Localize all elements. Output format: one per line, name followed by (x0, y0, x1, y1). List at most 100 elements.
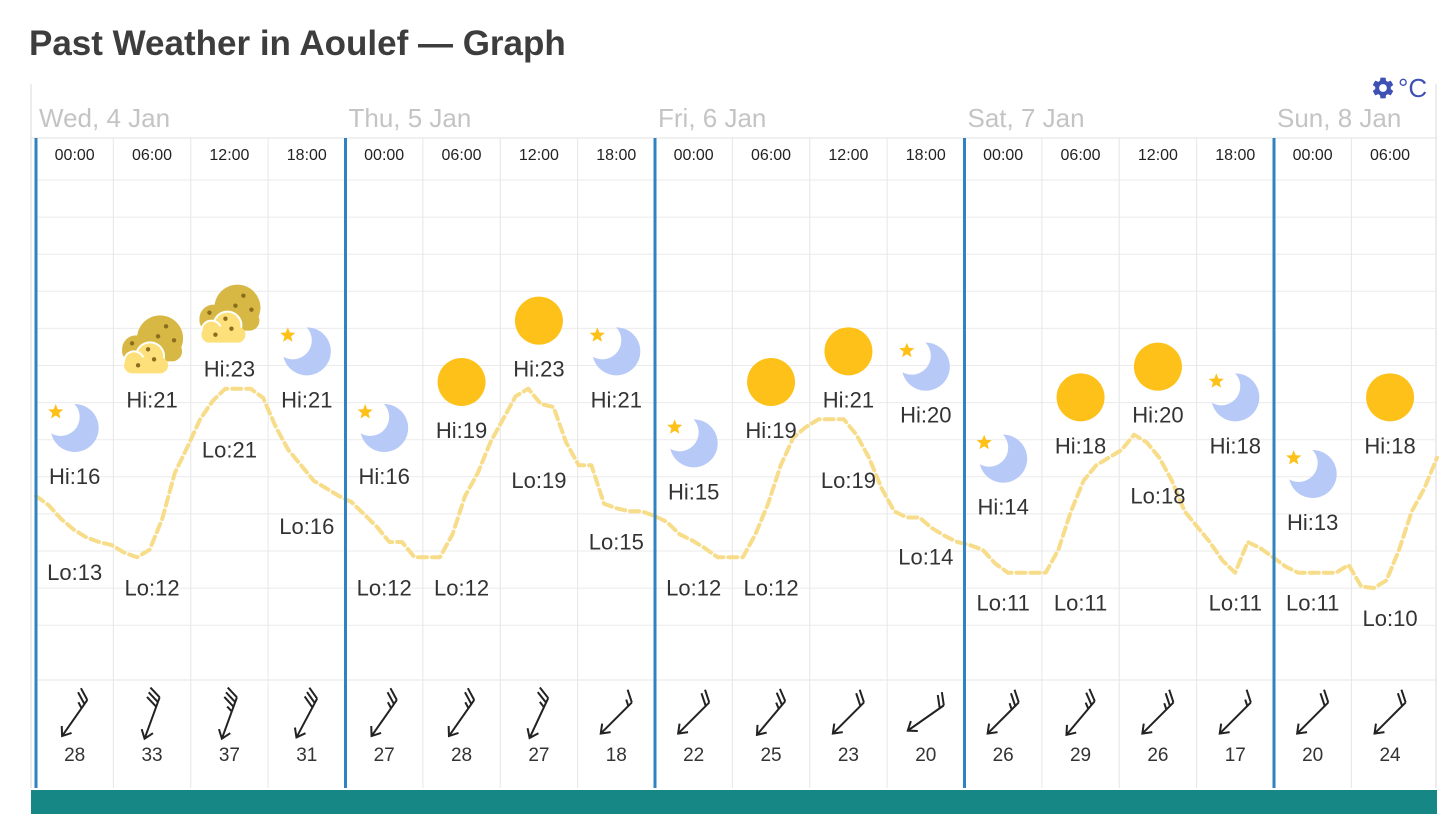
hi-label: Hi:19 (436, 418, 487, 443)
hi-label: Hi:23 (513, 357, 564, 382)
hi-label: Hi:19 (745, 418, 796, 443)
time-label: 12:00 (1138, 147, 1178, 164)
day-label: Wed, 4 Jan (39, 103, 170, 133)
wind-speed-label: 37 (219, 745, 240, 766)
moon-icon (48, 404, 99, 452)
time-label: 06:00 (751, 147, 791, 164)
lo-label: Lo:11 (1054, 591, 1107, 616)
sun-icon (1366, 373, 1415, 422)
wind-barb-icon (755, 688, 787, 737)
wind-barb-icon (676, 689, 711, 735)
wind-barb-icon (986, 689, 1020, 735)
day-separators (34, 138, 1276, 788)
star-icon (1286, 450, 1302, 465)
time-label: 00:00 (674, 147, 714, 164)
hi-label: Hi:16 (359, 464, 410, 489)
hi-label: Hi:21 (281, 387, 332, 412)
time-label: 18:00 (906, 147, 946, 164)
lo-label: Lo:14 (898, 545, 953, 570)
lo-label: Lo:16 (279, 514, 334, 539)
star-icon (589, 327, 605, 342)
lo-label: Lo:12 (666, 575, 721, 600)
moon-icon (357, 404, 409, 452)
wind-barb-icon (370, 687, 398, 738)
wind-speed-label: 28 (64, 745, 85, 766)
hi-label: Hi:14 (978, 495, 1029, 520)
wind-barb-icon (1141, 689, 1175, 735)
day-label: Sat, 7 Jan (968, 103, 1085, 133)
star-icon (667, 419, 683, 434)
hi-label: Hi:20 (900, 403, 951, 428)
lo-label: Lo:11 (1209, 591, 1262, 616)
moon-icon (589, 327, 641, 376)
star-icon (899, 342, 915, 358)
wind-row: 28 33 37 31 27 28 27 18 22 25 23 20 26 29 26 17 20 24 (60, 686, 1407, 766)
hi-label: Hi:16 (49, 464, 100, 489)
time-label: 00:00 (983, 147, 1023, 164)
temperature-curve (34, 386, 1439, 590)
chart-labels: Wed, 4 Jan Thu, 5 Jan Fri, 6 Jan Sat, 7 Jan… (39, 103, 1418, 631)
wind-speed-label: 20 (1302, 745, 1323, 766)
star-icon (48, 404, 64, 419)
sun-icon (824, 327, 873, 376)
cloud-icon (122, 315, 184, 374)
wind-speed-label: 20 (915, 745, 936, 766)
time-label: 00:00 (1293, 147, 1333, 164)
wind-barb-icon (906, 691, 945, 732)
time-label: 18:00 (596, 147, 636, 164)
wind-barb-icon (599, 689, 633, 735)
lo-label: Lo:18 (1130, 483, 1185, 508)
day-label: Fri, 6 Jan (658, 103, 766, 133)
sun-icon (747, 358, 796, 406)
bottom-bar (31, 790, 1437, 814)
time-label: 18:00 (287, 147, 327, 164)
star-icon (357, 404, 373, 419)
temperature-unit-toggle[interactable]: °C (1370, 72, 1427, 104)
sun-icon (1133, 342, 1182, 391)
wind-speed-label: 24 (1379, 745, 1401, 766)
wind-barb-icon (293, 687, 319, 739)
wind-speed-label: 33 (141, 745, 162, 766)
unit-label: °C (1398, 72, 1428, 103)
cloud-icon (199, 284, 261, 343)
hi-label: Hi:21 (126, 387, 177, 412)
temperature-curve-layer (34, 386, 1439, 590)
lo-label: Lo:19 (511, 468, 566, 493)
wind-speed-label: 26 (1147, 745, 1168, 766)
hi-label: Hi:18 (1364, 433, 1415, 458)
lo-label: Lo:10 (1363, 606, 1418, 631)
time-label: 06:00 (132, 147, 172, 164)
wind-speed-label: 29 (1070, 745, 1091, 766)
star-icon (1208, 373, 1224, 388)
lo-label: Lo:13 (47, 560, 102, 585)
sun-icon (1056, 373, 1105, 422)
wind-barb-icon (1295, 689, 1330, 735)
hi-label: Hi:18 (1210, 433, 1261, 458)
wind-speed-label: 27 (374, 745, 395, 766)
lo-label: Lo:19 (821, 468, 876, 493)
wind-barb-icon (60, 687, 89, 738)
moon-icon (667, 419, 718, 468)
weather-icons (48, 284, 1415, 498)
day-label: Thu, 5 Jan (349, 103, 472, 133)
time-label: 06:00 (1370, 147, 1410, 164)
lo-label: Lo:12 (434, 575, 489, 600)
hi-label: Hi:13 (1287, 510, 1338, 535)
wind-barb-icon (218, 686, 238, 741)
wind-speed-label: 23 (838, 745, 859, 766)
time-label: 12:00 (828, 147, 868, 164)
moon-icon (976, 434, 1028, 483)
wind-speed-label: 17 (1225, 745, 1246, 766)
moon-icon (899, 342, 950, 391)
moon-icon (280, 327, 331, 376)
wind-speed-label: 27 (528, 745, 549, 766)
time-label: 12:00 (519, 147, 559, 164)
lo-label: Lo:21 (202, 437, 257, 462)
wind-speed-label: 31 (296, 745, 317, 766)
hi-label: Hi:15 (668, 479, 719, 504)
hi-label: Hi:21 (823, 387, 874, 412)
time-label: 12:00 (209, 147, 249, 164)
hi-label: Hi:20 (1132, 403, 1183, 428)
time-label: 00:00 (55, 147, 95, 164)
